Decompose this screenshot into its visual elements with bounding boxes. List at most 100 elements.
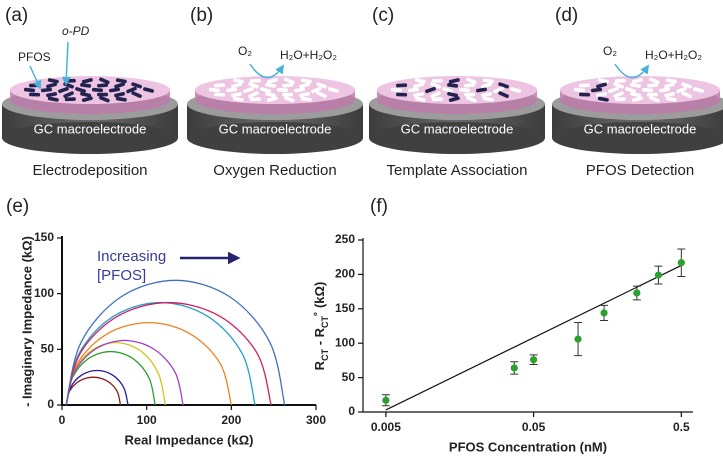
x-tick-label: 300: [306, 413, 326, 427]
y-axis-label: RCT - RCT˚ (kΩ): [312, 282, 330, 371]
rod: [284, 95, 295, 103]
rod: [630, 83, 642, 88]
rod: [23, 87, 36, 93]
rod: [390, 87, 403, 93]
rod: [300, 96, 312, 102]
note: H₂O+H₂O₂: [280, 48, 337, 62]
electrode-label: GC macroelectrode: [584, 121, 697, 136]
y-tick-label: 0: [47, 397, 54, 411]
caption: Electrodeposition: [32, 162, 147, 179]
rod: [81, 78, 93, 84]
x-axis-label: Real Impedance (kΩ): [125, 432, 254, 447]
rod: [641, 87, 654, 93]
annotation: Increasing: [97, 248, 166, 265]
rod: [447, 91, 459, 98]
note: o-PD: [62, 24, 90, 38]
rod: [448, 96, 460, 103]
rod: [299, 82, 310, 89]
rod: [631, 78, 643, 84]
x-axis-label: PFOS Concentration (nM): [449, 439, 607, 454]
point: [382, 396, 390, 404]
rod: [664, 82, 675, 89]
rod: [466, 77, 477, 85]
rod: [407, 87, 420, 93]
rod: [458, 87, 471, 93]
rod: [579, 92, 591, 97]
rod: [243, 86, 254, 94]
rod: [664, 91, 676, 98]
rod: [266, 78, 278, 84]
caption: Template Association: [387, 162, 528, 179]
rod: [328, 87, 339, 93]
y-axis-label-part: CT: [320, 315, 330, 327]
rod: [248, 91, 259, 99]
rod: [413, 82, 425, 89]
y-tick-label: 100: [34, 286, 54, 300]
rod: [413, 92, 425, 98]
rod: [40, 87, 53, 93]
rod: [414, 78, 426, 84]
rod: [276, 87, 289, 93]
rod: [214, 83, 226, 88]
rod: [232, 78, 244, 84]
rod: [265, 91, 277, 98]
rod: [498, 82, 509, 89]
note: PFOS: [18, 50, 51, 64]
rod: [63, 91, 74, 99]
rod: [46, 82, 58, 89]
caption: Oxygen Reduction: [213, 162, 336, 179]
rod: [231, 92, 243, 98]
rod: [249, 97, 261, 102]
rod: [316, 91, 327, 99]
rod: [430, 91, 441, 99]
rod: [231, 82, 243, 89]
rod: [466, 95, 477, 103]
x-tick-label: 0: [59, 413, 66, 427]
rod: [579, 83, 591, 88]
y-tick-label: 200: [335, 267, 355, 281]
rod: [614, 78, 626, 83]
arrow: [249, 63, 284, 79]
rod: [659, 87, 670, 93]
caption: PFOS Detection: [586, 162, 694, 179]
rod: [97, 92, 109, 97]
electrode-bottom: [552, 122, 723, 154]
rod: [430, 82, 441, 89]
panel-label: (a): [5, 5, 28, 26]
rod: [249, 78, 261, 83]
point: [574, 335, 582, 343]
rod: [80, 83, 92, 88]
panel-label: (e): [6, 196, 29, 217]
note: O₂: [238, 44, 252, 58]
y-tick-label: 50: [342, 370, 356, 384]
arrow: [61, 41, 71, 86]
rod: [681, 91, 692, 99]
rod: [99, 77, 110, 85]
impedance-curve: [65, 321, 232, 406]
rod: [447, 83, 459, 88]
rod: [425, 86, 436, 94]
rod: [481, 82, 492, 89]
rod: [294, 87, 305, 93]
x-tick-label: 100: [137, 413, 157, 427]
impedance-curve: [65, 301, 272, 406]
rod: [649, 77, 660, 85]
rod: [47, 96, 59, 102]
rod: [665, 78, 677, 84]
rod: [596, 82, 608, 89]
impedance-curve: [65, 369, 129, 406]
rod: [431, 78, 443, 83]
panel-label: (f): [370, 196, 388, 217]
panel-label: (c): [372, 5, 394, 26]
rod: [631, 96, 643, 103]
y-tick-label: 50: [41, 342, 55, 356]
electrode-label: GC macroelectrode: [401, 121, 514, 136]
x-tick-label: 0.5: [673, 420, 690, 434]
impedance-curve: [65, 279, 286, 406]
y-tick-label: 100: [335, 335, 355, 349]
panel-label: (d): [555, 5, 578, 26]
rod: [75, 87, 86, 93]
rod: [29, 92, 41, 97]
rods: [208, 77, 339, 103]
rod: [448, 78, 460, 84]
